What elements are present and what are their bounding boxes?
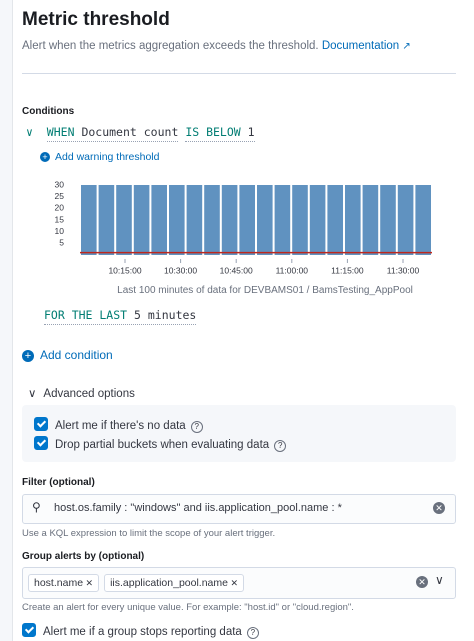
when: WHEN <box>46 125 75 139</box>
checkbox[interactable] <box>22 623 36 637</box>
bar <box>292 185 308 255</box>
chevron: ∨ <box>28 388 37 400</box>
divider <box>22 73 456 74</box>
chart-caption: Last 100 minutes of data for DEVBAMS01 /… <box>117 285 413 296</box>
description-text: Alert when the metrics aggregation excee… <box>22 40 319 52</box>
filter-query: host.os.family : "windows" and iis.appli… <box>54 502 342 514</box>
chip-remove[interactable]: ✕ <box>83 578 94 588</box>
advanced-panel <box>22 405 456 462</box>
doc-link[interactable]: Documentation <box>321 40 400 52</box>
clear-icon[interactable]: ✕ <box>433 502 445 514</box>
bar <box>151 185 167 255</box>
option-label: Alert me if there's no data <box>55 420 186 432</box>
add-warning[interactable]: + Add warning threshold <box>40 151 159 163</box>
condition-row: ∨ WHEN Document count IS BELOW 1 <box>26 125 255 142</box>
filter-input[interactable] <box>22 494 456 524</box>
bar <box>309 185 326 255</box>
chevron[interactable]: ∨ <box>26 125 33 139</box>
add-condition[interactable]: + Add condition <box>22 348 113 362</box>
filter-label: Filter (optional) <box>22 477 95 488</box>
description: Alert when the metrics aggregation excee… <box>22 40 411 52</box>
chip-remove[interactable]: ✕ <box>228 578 239 588</box>
group-stop[interactable]: Alert me if a group stops reporting data… <box>22 623 259 639</box>
for-row: FOR THE LAST 5 minutes <box>44 308 197 325</box>
y-tick-label: 15 <box>55 214 65 224</box>
group-help: Create an alert for every unique value. … <box>22 602 354 613</box>
window: 5 minutes <box>134 308 197 322</box>
filter-help: Use a KQL expression to limit the scope … <box>22 528 276 539</box>
bar <box>81 185 97 255</box>
bar <box>257 185 273 255</box>
bar <box>221 185 238 255</box>
bar <box>415 185 431 255</box>
help-icon: ? <box>274 440 287 452</box>
threshold: 1 <box>247 125 255 139</box>
x-tick-label: 10:15:00 <box>108 265 141 275</box>
x-tick-label: 10:30:00 <box>164 265 197 275</box>
title: Metric threshold <box>22 9 170 30</box>
x-tick-label: 11:15:00 <box>331 265 364 275</box>
bar <box>186 185 203 255</box>
for-the-last: FOR THE LAST <box>44 308 128 322</box>
y-tick-label: 5 <box>59 238 64 248</box>
comparator: IS BELOW <box>185 125 241 139</box>
for-expression[interactable]: FOR THE LAST 5 minutes <box>44 308 197 325</box>
bar <box>362 185 379 255</box>
x-tick-label: 10:45:00 <box>220 265 253 275</box>
search-icon: ⚲ <box>32 500 41 514</box>
help-icon: ? <box>190 421 203 433</box>
chips: host.name ✕ iis.application_pool.name ✕ <box>28 573 249 592</box>
option-label: Drop partial buckets when evaluating dat… <box>55 439 270 451</box>
bar <box>239 185 255 255</box>
chip[interactable]: iis.application_pool.name ✕ <box>104 574 245 592</box>
help-icon: ? <box>246 627 259 639</box>
bar <box>397 185 414 255</box>
y-tick-label: 20 <box>55 203 65 213</box>
bar <box>380 185 396 255</box>
group-label: Group alerts by (optional) <box>22 551 145 562</box>
option[interactable]: Alert me if there's no data? <box>34 417 203 433</box>
aggregation: Document count <box>81 125 179 139</box>
external-icon: ↗ <box>402 41 411 52</box>
chip-label: host.name <box>34 577 84 589</box>
group-stop-label: Alert me if a group stops reporting data <box>43 626 242 638</box>
checkbox[interactable] <box>34 417 48 431</box>
bar <box>204 185 220 255</box>
y-tick-label: 10 <box>55 226 65 236</box>
when-expression[interactable]: WHEN Document count <box>46 125 179 142</box>
bar <box>98 185 115 255</box>
y-tick-label: 30 <box>55 179 65 189</box>
bar <box>133 185 150 255</box>
bar <box>116 185 132 255</box>
advanced-toggle[interactable]: ∨ Advanced options <box>28 386 135 400</box>
add-warning-text: Add warning threshold <box>55 151 160 163</box>
chip[interactable]: host.name ✕ <box>28 574 100 592</box>
bar <box>274 185 291 255</box>
side-strip <box>0 0 13 641</box>
add-condition-text: Add condition <box>40 348 113 362</box>
advanced-label: Advanced options <box>43 388 135 400</box>
y-tick-label: 25 <box>55 191 65 201</box>
clear-icon[interactable]: ✕ <box>416 576 428 588</box>
x-tick-label: 11:30:00 <box>387 265 420 275</box>
expand-icon[interactable]: ∨ <box>435 573 444 587</box>
bar <box>345 185 361 255</box>
threshold-expression[interactable]: IS BELOW 1 <box>185 125 255 142</box>
checkbox[interactable] <box>34 436 48 450</box>
option[interactable]: Drop partial buckets when evaluating dat… <box>34 436 287 452</box>
bar <box>169 185 185 255</box>
bar <box>327 185 343 255</box>
conditions-label: Conditions <box>22 106 75 117</box>
chip-label: iis.application_pool.name <box>110 577 228 589</box>
x-tick-label: 11:00:00 <box>276 265 309 275</box>
